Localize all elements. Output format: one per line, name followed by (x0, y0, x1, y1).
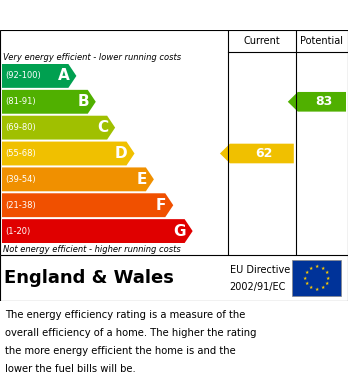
Text: G: G (173, 224, 185, 239)
Text: Potential: Potential (300, 36, 343, 46)
Text: ★: ★ (315, 287, 319, 292)
Polygon shape (288, 92, 346, 111)
Polygon shape (2, 193, 173, 217)
Text: 62: 62 (255, 147, 272, 160)
Polygon shape (2, 142, 135, 165)
Text: (39-54): (39-54) (5, 175, 35, 184)
Text: (81-91): (81-91) (5, 97, 35, 106)
Text: (55-68): (55-68) (5, 149, 36, 158)
Text: ★: ★ (320, 285, 325, 291)
Polygon shape (2, 90, 96, 114)
Text: ★: ★ (320, 265, 325, 271)
Text: ★: ★ (315, 264, 319, 269)
Bar (292, 260, 341, 296)
Text: Very energy efficient - lower running costs: Very energy efficient - lower running co… (3, 54, 181, 63)
Text: overall efficiency of a home. The higher the rating: overall efficiency of a home. The higher… (5, 328, 256, 338)
Text: ★: ★ (309, 285, 313, 291)
Text: A: A (58, 68, 69, 83)
Text: (1-20): (1-20) (5, 226, 30, 235)
Text: E: E (136, 172, 147, 187)
Text: (69-80): (69-80) (5, 123, 36, 132)
Text: 2002/91/EC: 2002/91/EC (230, 282, 286, 292)
Text: EU Directive: EU Directive (230, 265, 290, 275)
Text: ★: ★ (326, 276, 330, 280)
Text: Current: Current (244, 36, 280, 46)
Polygon shape (220, 143, 294, 163)
Text: C: C (97, 120, 108, 135)
Text: England & Wales: England & Wales (4, 269, 174, 287)
Text: lower the fuel bills will be.: lower the fuel bills will be. (5, 364, 136, 375)
Text: ★: ★ (304, 281, 309, 286)
Polygon shape (2, 219, 193, 243)
Text: F: F (156, 198, 166, 213)
Text: ★: ★ (309, 265, 313, 271)
Text: ★: ★ (324, 270, 329, 275)
Text: Energy Efficiency Rating: Energy Efficiency Rating (10, 7, 220, 23)
Polygon shape (2, 167, 154, 191)
Text: the more energy efficient the home is and the: the more energy efficient the home is an… (5, 346, 236, 357)
Text: D: D (115, 146, 127, 161)
Text: ★: ★ (303, 276, 307, 280)
Text: B: B (77, 94, 89, 109)
Text: (92-100): (92-100) (5, 72, 41, 81)
Text: (21-38): (21-38) (5, 201, 36, 210)
Text: The energy efficiency rating is a measure of the: The energy efficiency rating is a measur… (5, 310, 245, 320)
Polygon shape (2, 116, 115, 140)
Text: 83: 83 (315, 95, 333, 108)
Text: ★: ★ (304, 270, 309, 275)
Text: Not energy efficient - higher running costs: Not energy efficient - higher running co… (3, 244, 181, 253)
Text: ★: ★ (324, 281, 329, 286)
Polygon shape (2, 64, 76, 88)
